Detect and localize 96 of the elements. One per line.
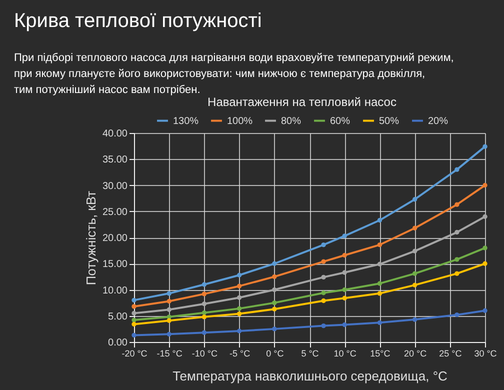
point	[412, 226, 418, 230]
point	[132, 318, 136, 322]
point	[342, 252, 347, 258]
point	[342, 234, 347, 238]
point	[272, 261, 277, 266]
point	[166, 307, 172, 312]
point	[202, 314, 207, 320]
point	[166, 298, 172, 304]
chart-subtitle: При підборі теплового насоса для нагрівання води враховуйте температурний режим, при якому плануєте його використовувати: чим нижчою є температура довкілля, тим потужніший насос вам потрібен.	[14, 52, 454, 96]
legend-label: 100%	[227, 116, 253, 127]
point	[236, 272, 242, 278]
point	[412, 282, 418, 288]
point	[236, 328, 242, 334]
point	[272, 306, 277, 312]
point	[202, 330, 207, 335]
legend-title: Навантаження на тепловий насос	[208, 95, 396, 109]
point	[377, 320, 382, 326]
point	[342, 322, 347, 328]
point	[412, 317, 418, 322]
point	[202, 282, 207, 287]
point	[132, 332, 136, 338]
x-tick-label: -5 °C	[229, 348, 251, 358]
point	[342, 270, 347, 275]
point	[132, 298, 136, 303]
y-axis-title: Потужність, кВт	[83, 190, 98, 286]
point	[342, 296, 347, 300]
point	[272, 300, 277, 306]
y-tick-label: 20.00	[102, 233, 128, 244]
point	[342, 287, 347, 292]
x-tick-label: -20 °C	[122, 348, 148, 358]
x-tick-label: -10 °C	[192, 348, 218, 358]
point	[321, 259, 326, 264]
point	[321, 298, 326, 304]
point	[236, 284, 242, 288]
point	[412, 248, 418, 254]
y-tick-label: 15.00	[102, 259, 128, 270]
x-tick-label: 20 °C	[404, 348, 428, 358]
y-tick-label: 35.00	[102, 154, 128, 166]
x-tick-label: 30 °C	[474, 348, 498, 358]
point	[272, 274, 277, 280]
point	[132, 322, 136, 327]
legend-label: 80%	[281, 116, 302, 127]
point	[377, 281, 382, 286]
x-tick-label: -15 °C	[156, 348, 183, 358]
point	[482, 246, 488, 250]
y-tick-label: 0.00	[108, 338, 128, 348]
legend-label: 60%	[330, 116, 350, 127]
legend-label: 50%	[379, 116, 400, 127]
point	[377, 242, 382, 248]
chart-title: Крива теплової потужності	[14, 10, 262, 33]
point	[482, 261, 488, 266]
x-tick-label: 0 °C	[266, 348, 284, 358]
point	[454, 167, 460, 172]
legend-label: 130%	[173, 116, 199, 127]
point	[132, 310, 136, 316]
x-axis-title: Температура навколишнього середовища, °C	[172, 368, 448, 384]
point	[412, 197, 418, 202]
point	[272, 287, 277, 292]
point	[321, 274, 326, 280]
point	[454, 230, 460, 235]
point	[202, 302, 207, 306]
point	[482, 144, 488, 149]
y-tick-label: 10.00	[102, 285, 128, 296]
point	[412, 271, 418, 276]
x-tick-label: 10 °C	[334, 348, 357, 358]
legend-label: 20%	[428, 116, 448, 127]
point	[321, 323, 326, 328]
x-tick-label: 15°C	[370, 348, 391, 358]
point	[166, 332, 172, 337]
point	[454, 257, 460, 262]
x-tick-label: 5 °C	[301, 348, 320, 358]
point	[166, 318, 172, 323]
point	[377, 218, 382, 223]
point	[236, 306, 242, 311]
y-tick-label: 5.00	[108, 311, 128, 322]
point	[321, 290, 326, 296]
point	[482, 182, 488, 188]
y-tick-label: 30.00	[102, 180, 128, 192]
point	[377, 262, 382, 266]
point	[454, 312, 460, 318]
point	[321, 242, 326, 248]
point	[202, 310, 207, 316]
y-tick-label: 25.00	[102, 206, 128, 218]
point	[482, 308, 488, 313]
x-tick-label: 25 °C	[439, 348, 462, 358]
y-tick-label: 40.00	[102, 128, 128, 140]
point	[166, 291, 172, 296]
point	[377, 291, 382, 296]
point	[482, 214, 488, 219]
point	[236, 295, 242, 300]
point	[454, 271, 460, 276]
point	[202, 292, 207, 296]
point	[236, 311, 242, 316]
point	[454, 202, 460, 207]
point	[132, 304, 136, 309]
point	[272, 326, 277, 332]
